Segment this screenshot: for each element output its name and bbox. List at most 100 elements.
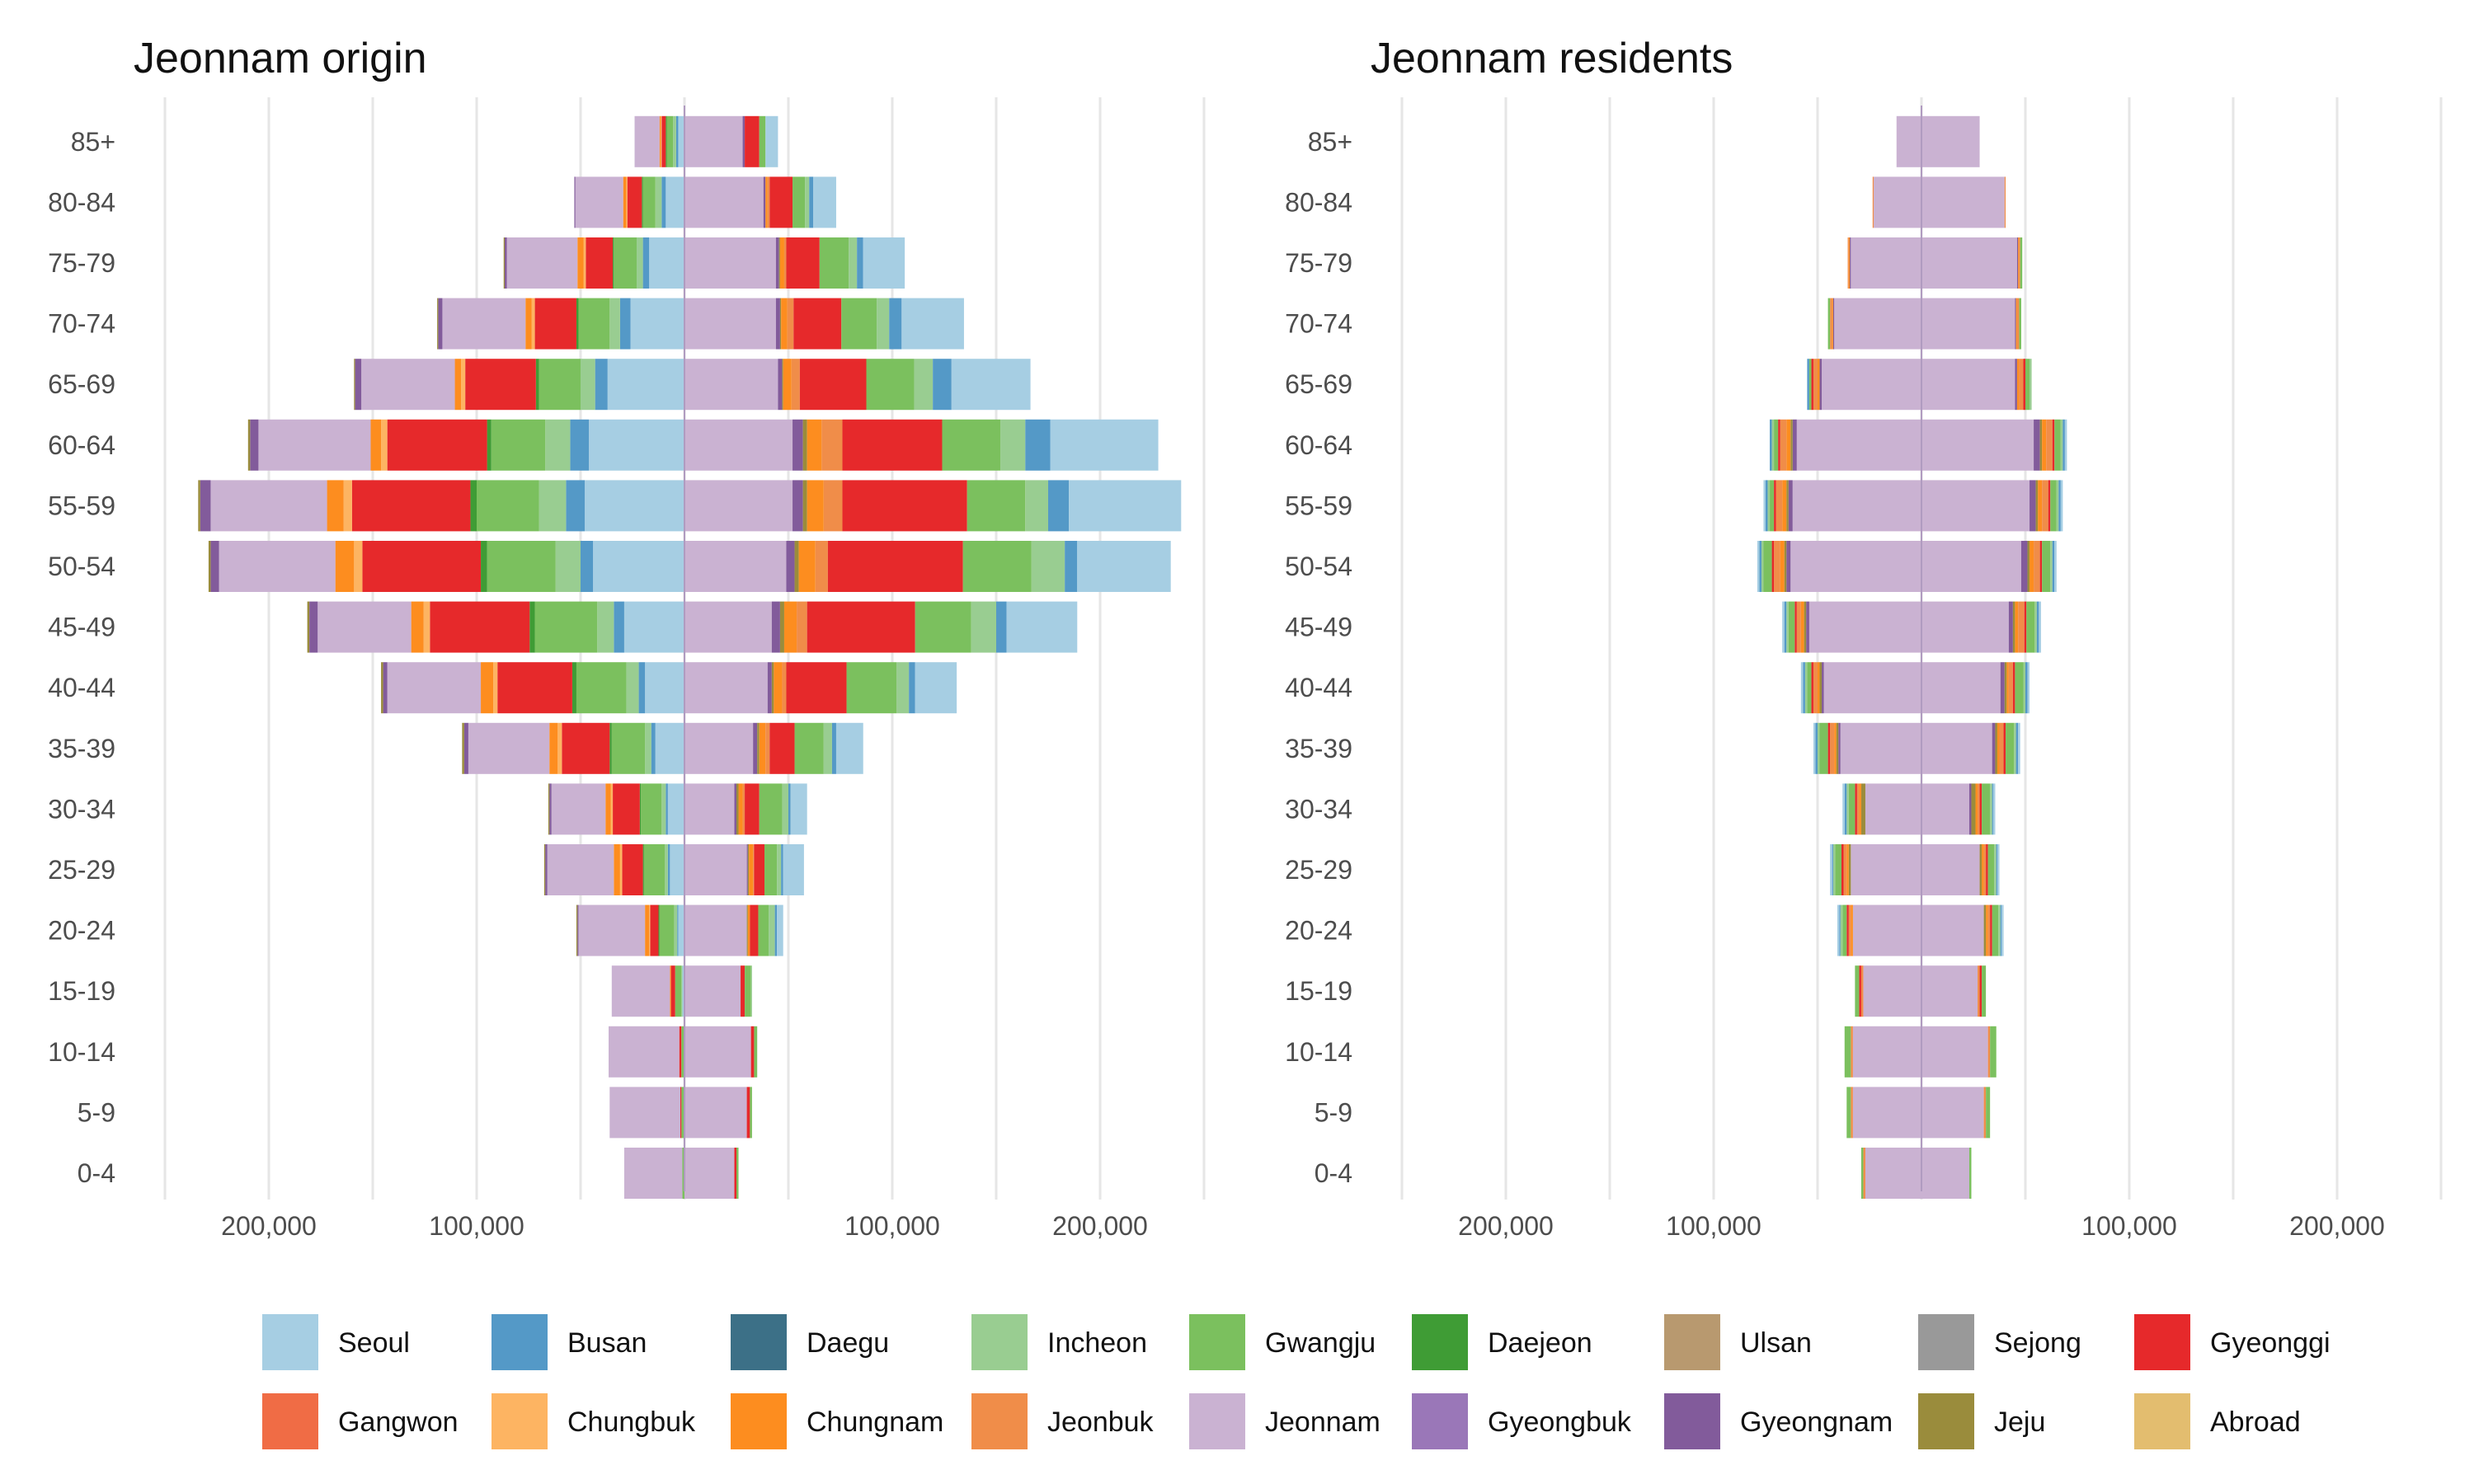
y-tick-label: 70-74 xyxy=(48,309,115,339)
bar-jeonbuk-right-25-29 xyxy=(753,844,755,895)
bar-daejeon-left-40-44 xyxy=(571,662,576,714)
legend-item-daegu: Daegu xyxy=(731,1314,889,1370)
bar-chungnam-right-40-44 xyxy=(2006,662,2009,714)
bar-jeonnam-right-45-49 xyxy=(1921,601,2009,653)
y-tick-label: 15-19 xyxy=(48,976,115,1006)
bar-incheon-left-60-64 xyxy=(1771,419,1775,471)
legend-item-abroad: Abroad xyxy=(2134,1393,2301,1449)
panel-title: Jeonnam origin xyxy=(134,35,427,82)
x-tick-label: 200,000 xyxy=(221,1211,317,1241)
bar-gyeongnam-right-55-59 xyxy=(2030,480,2036,532)
bar-gyeongnam-right-25-29 xyxy=(746,844,748,895)
bar-gyeonggi-left-25-29 xyxy=(1841,844,1844,895)
bar-busan-right-30-34 xyxy=(1992,783,1993,835)
legend-swatch xyxy=(492,1393,548,1449)
bar-jeju-right-70-74 xyxy=(779,298,782,350)
bar-gwangju-left-55-59 xyxy=(477,480,539,532)
bar-jeonbuk-left-75-79 xyxy=(1847,237,1849,289)
bar-busan-right-55-59 xyxy=(1048,480,1070,532)
bar-seoul-left-25-29 xyxy=(670,844,684,895)
bar-jeonnam-right-0-4 xyxy=(684,1148,735,1199)
legend-label: Incheon xyxy=(1047,1327,1147,1359)
y-tick-label: 60-64 xyxy=(1285,430,1352,460)
y-tick-label: 30-34 xyxy=(1285,794,1352,824)
bar-chungnam-left-40-44 xyxy=(481,662,494,714)
bar-gyeonggi-left-65-69 xyxy=(465,359,536,411)
bar-gwangju-left-15-19 xyxy=(675,965,682,1017)
legend-swatch xyxy=(1189,1314,1245,1370)
bar-incheon-left-20-24 xyxy=(674,904,678,956)
bar-gyeongnam-right-70-74 xyxy=(775,298,780,350)
bar-jeju-left-25-29 xyxy=(543,844,546,895)
bar-incheon-right-80-84 xyxy=(805,176,810,228)
y-tick-label: 0-4 xyxy=(78,1158,115,1188)
bar-jeonnam-right-65-69 xyxy=(684,359,778,411)
bar-jeonnam-right-30-34 xyxy=(1921,783,1969,835)
bar-chungnam-left-70-74 xyxy=(525,298,532,350)
bar-jeonnam-right-40-44 xyxy=(684,662,768,714)
bar-gwangju-right-80-84 xyxy=(793,176,806,228)
bar-jeonbuk-right-70-74 xyxy=(2016,298,2020,350)
bar-gwangju-left-25-29 xyxy=(1835,844,1841,895)
bar-gwangju-right-5-9 xyxy=(1986,1087,1991,1139)
bar-jeju-left-40-44 xyxy=(381,662,383,714)
bar-gyeonggi-right-75-79 xyxy=(786,237,820,289)
bar-chungnam-left-35-39 xyxy=(549,722,558,774)
bar-gyeonggi-right-65-69 xyxy=(2023,359,2025,411)
bar-incheon-right-30-34 xyxy=(782,783,788,835)
bar-busan-right-35-39 xyxy=(2015,722,2019,774)
bar-jeonnam-left-20-24 xyxy=(1852,904,1921,956)
bar-jeonbuk-right-55-59 xyxy=(823,480,843,532)
bar-gwangju-right-25-29 xyxy=(764,844,778,895)
bar-gwangju-left-65-69 xyxy=(1808,359,1812,411)
bar-seoul-left-85+ xyxy=(678,115,684,167)
y-tick-label: 55-59 xyxy=(1285,491,1352,520)
bar-busan-right-70-74 xyxy=(889,298,902,350)
bar-gyeonggi-right-15-19 xyxy=(741,965,745,1017)
y-tick-label: 40-44 xyxy=(48,673,115,702)
bar-jeonnam-right-65-69 xyxy=(1921,359,2015,411)
bar-gyeonggi-right-70-74 xyxy=(793,298,842,350)
bar-chungnam-right-55-59 xyxy=(807,480,824,532)
bar-incheon-left-40-44 xyxy=(1804,662,1808,714)
bar-jeonbuk-left-55-59 xyxy=(1776,480,1783,532)
y-tick-label: 0-4 xyxy=(1315,1158,1352,1188)
bar-seoul-right-70-74 xyxy=(901,298,964,350)
bar-gyeonggi-left-15-19 xyxy=(670,965,675,1017)
bar-incheon-right-45-49 xyxy=(971,601,996,653)
bar-gyeongnam-left-40-44 xyxy=(383,662,388,714)
bar-chungnam-right-35-39 xyxy=(1997,722,2000,774)
bar-gyeonggi-right-5-9 xyxy=(746,1087,750,1139)
bar-jeonbuk-left-15-19 xyxy=(1860,965,1864,1017)
bar-incheon-left-35-39 xyxy=(645,722,651,774)
y-tick-label: 10-14 xyxy=(48,1037,115,1067)
bar-gyeonggi-right-40-44 xyxy=(2012,662,2015,714)
bar-jeonnam-right-75-79 xyxy=(1921,237,2017,289)
bar-gwangju-left-75-79 xyxy=(614,237,637,289)
legend-swatch xyxy=(262,1393,318,1449)
bar-gwangju-left-30-34 xyxy=(1848,783,1856,835)
bar-gwangju-left-0-4 xyxy=(682,1148,684,1199)
bar-chungnam-right-50-54 xyxy=(2030,541,2034,592)
bar-gyeonggi-right-40-44 xyxy=(786,662,847,714)
bar-jeju-right-55-59 xyxy=(2035,480,2039,532)
bar-incheon-left-20-24 xyxy=(1840,904,1843,956)
y-tick-label: 80-84 xyxy=(48,187,115,217)
bar-seoul-left-30-34 xyxy=(667,783,684,835)
bar-gyeongnam-right-65-69 xyxy=(2015,359,2017,411)
bar-gyeongnam-left-75-79 xyxy=(1850,237,1851,289)
bar-gwangju-left-45-49 xyxy=(1788,601,1795,653)
bar-gwangju-left-40-44 xyxy=(576,662,627,714)
bar-gwangju-left-10-14 xyxy=(1844,1026,1851,1078)
bar-incheon-right-40-44 xyxy=(2023,662,2025,714)
legend-label: Gwangju xyxy=(1265,1327,1376,1359)
legend-item-chungbuk: Chungbuk xyxy=(492,1393,696,1449)
bar-gyeongnam-left-60-64 xyxy=(1792,419,1797,471)
bar-jeonnam-left-40-44 xyxy=(1823,662,1921,714)
bar-gwangju-left-30-34 xyxy=(641,783,662,835)
legend-swatch xyxy=(731,1314,787,1370)
bar-jeonnam-left-65-69 xyxy=(361,359,455,411)
bar-jeonnam-left-50-54 xyxy=(219,541,336,592)
bar-gyeongnam-right-65-69 xyxy=(778,359,783,411)
bar-seoul-left-25-29 xyxy=(1830,844,1832,895)
